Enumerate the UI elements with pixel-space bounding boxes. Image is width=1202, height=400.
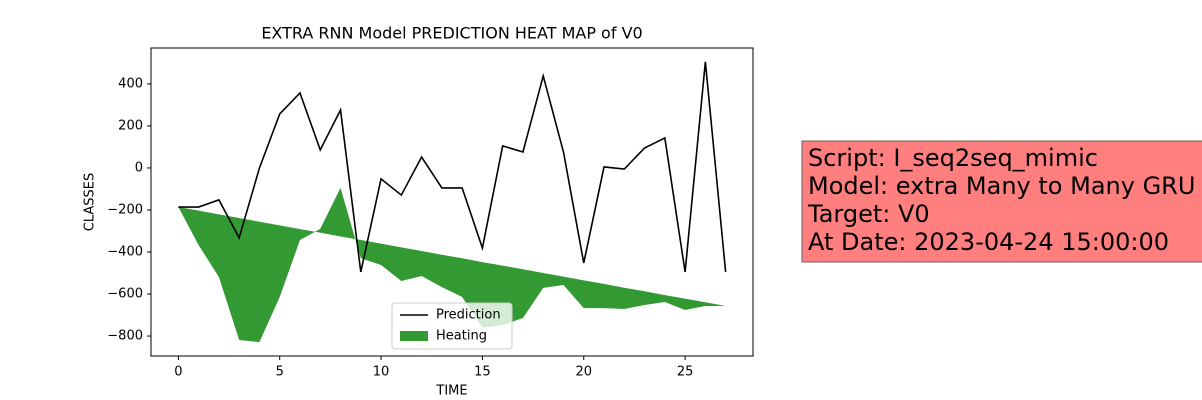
y-tick-label: −800 xyxy=(107,329,143,344)
plot-frame xyxy=(150,47,754,357)
y-axis-label: CLASSES xyxy=(83,173,98,231)
legend-label: Heating xyxy=(436,329,487,344)
x-tick-label: 10 xyxy=(373,365,390,380)
annotation-line: Script: I_seq2seq_mimic xyxy=(808,144,1098,172)
heating-area xyxy=(178,187,726,343)
y-tick-label: 200 xyxy=(118,118,143,133)
x-tick-label: 5 xyxy=(276,365,284,380)
annotation-line: Model: extra Many to Many GRU xyxy=(808,172,1195,200)
chart-title: EXTRA RNN Model PREDICTION HEAT MAP of V… xyxy=(261,24,642,43)
y-tick-label: 0 xyxy=(135,160,143,175)
y-tick-label: −200 xyxy=(107,202,143,217)
annotation-box xyxy=(801,140,1202,263)
annotation-line: Target: V0 xyxy=(807,200,930,228)
x-axis-label: TIME xyxy=(435,384,467,399)
annotation-line: At Date: 2023-04-24 15:00:00 xyxy=(808,228,1169,256)
y-tick-label: −400 xyxy=(107,245,143,260)
y-tick-label: 400 xyxy=(118,76,143,91)
prediction-line xyxy=(178,61,727,273)
legend-swatch xyxy=(400,331,428,341)
legend-label: Prediction xyxy=(436,308,501,323)
x-tick-label: 25 xyxy=(677,365,694,380)
y-tick-label: −600 xyxy=(107,287,143,302)
x-tick-label: 20 xyxy=(575,365,592,380)
x-tick-label: 0 xyxy=(174,365,182,380)
x-tick-label: 15 xyxy=(474,365,491,380)
